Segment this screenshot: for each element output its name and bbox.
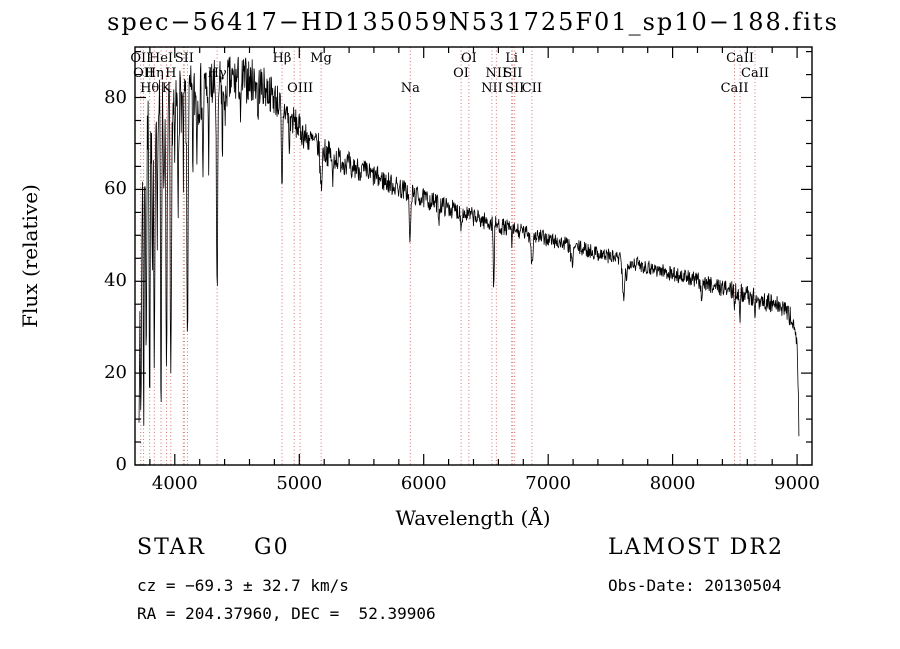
x-tick-label: 4000 xyxy=(151,473,198,494)
y-tick-label: 0 xyxy=(115,454,127,475)
ra-dec: RA = 204.37960, DEC = 52.39906 xyxy=(137,604,436,623)
y-tick-label: 40 xyxy=(104,270,127,292)
y-tick-label: 80 xyxy=(104,86,127,108)
x-tick-label: 6000 xyxy=(400,473,447,494)
y-tick-label: 20 xyxy=(104,362,127,384)
object-class: STAR G0 xyxy=(137,535,290,560)
y-tick-label: 60 xyxy=(104,178,127,200)
line-markers xyxy=(140,47,756,465)
obs-date: Obs-Date: 20130504 xyxy=(608,576,782,595)
x-tick-label: 8000 xyxy=(649,473,696,494)
page-title: spec−56417−HD135059N531725F01_sp10−188.f… xyxy=(107,8,839,36)
axis-ticks xyxy=(135,47,812,466)
spectrum-trace xyxy=(138,56,800,437)
cz-value: cz = −69.3 ± 32.7 km/s xyxy=(137,576,349,595)
subclass-label: G0 xyxy=(254,535,290,560)
x-tick-label: 9000 xyxy=(774,473,820,494)
plot-frame xyxy=(134,46,813,466)
class-label: STAR xyxy=(137,535,206,560)
y-axis-label: Flux (relative) xyxy=(18,184,42,328)
survey-label: LAMOST DR2 xyxy=(608,535,784,560)
x-tick-label: 5000 xyxy=(276,473,323,494)
x-axis-label: Wavelength (Å) xyxy=(395,506,551,530)
x-tick-label: 7000 xyxy=(525,473,572,494)
